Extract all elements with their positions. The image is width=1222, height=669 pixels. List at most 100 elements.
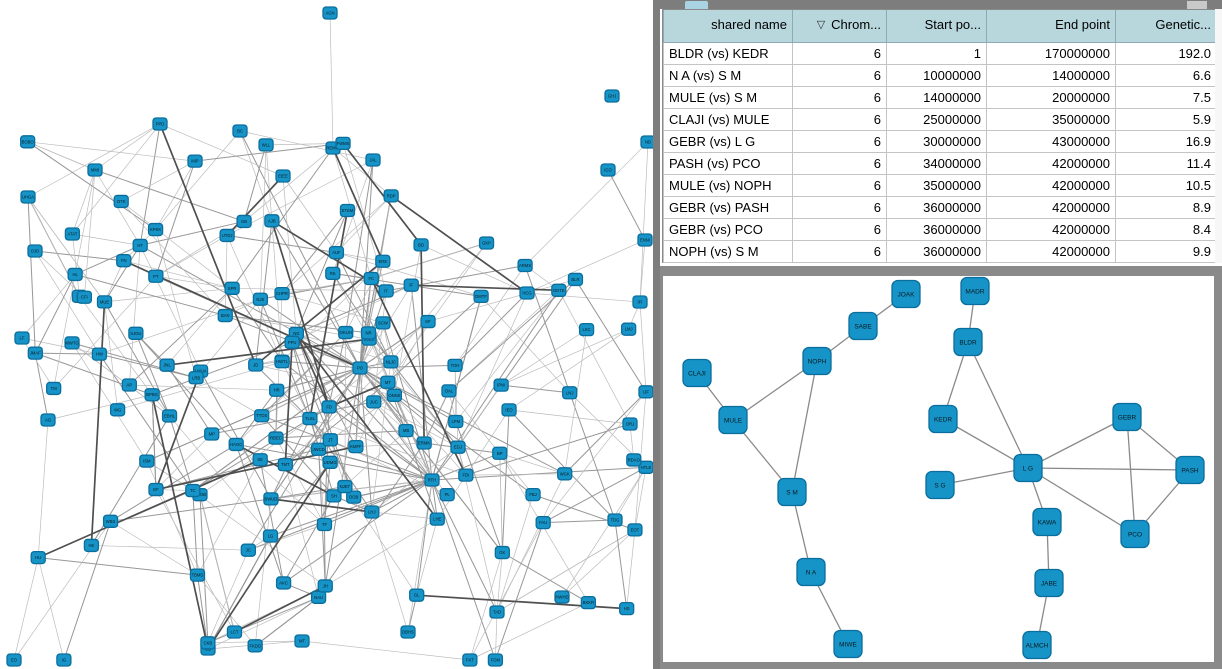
network-edge[interactable] — [501, 384, 570, 394]
network-node[interactable]: JOAK — [891, 279, 921, 309]
network-edge[interactable] — [967, 341, 1029, 469]
network-edge[interactable] — [84, 169, 96, 298]
edge-name-cell[interactable]: PASH (vs) PCO — [663, 151, 793, 175]
value-cell[interactable]: 11.4 — [1115, 151, 1217, 175]
network-edge[interactable] — [502, 552, 589, 604]
network-edge[interactable] — [359, 278, 372, 369]
table-row[interactable]: CLAJI (vs) MULE 6 25000000 35000000 5.9 — [663, 107, 1217, 131]
network-edge[interactable] — [499, 453, 503, 553]
value-cell[interactable]: 36000000 — [886, 195, 987, 219]
network-node[interactable]: LMJ — [621, 322, 637, 336]
network-node[interactable]: LHJ — [364, 505, 380, 519]
network-node[interactable]: MT — [380, 375, 396, 389]
network-node[interactable]: HS — [619, 602, 635, 616]
network-node[interactable]: FWMS — [335, 136, 351, 150]
network-edge[interactable] — [371, 242, 487, 279]
value-cell[interactable]: 8.9 — [1115, 195, 1217, 219]
value-cell[interactable]: 14000000 — [886, 85, 987, 109]
network-edge[interactable] — [151, 394, 209, 650]
network-node[interactable]: IJF — [638, 385, 653, 399]
network-node[interactable]: ERMK — [416, 436, 432, 450]
network-node[interactable]: FD — [321, 400, 337, 414]
network-edge[interactable] — [239, 130, 374, 161]
network-node[interactable]: HL — [67, 267, 83, 282]
network-edge[interactable] — [155, 229, 197, 378]
network-node[interactable]: EOT — [627, 523, 643, 537]
network-edge[interactable] — [53, 276, 157, 389]
network-node[interactable]: HK — [83, 538, 100, 553]
network-node[interactable]: PO — [352, 361, 368, 375]
edge-name-cell[interactable]: GEBR (vs) PCO — [663, 217, 793, 241]
network-edge[interactable] — [370, 278, 467, 476]
network-node[interactable]: EF — [148, 482, 164, 497]
network-node[interactable]: IFI — [632, 295, 648, 309]
network-edge[interactable] — [129, 384, 277, 391]
network-edge[interactable] — [91, 545, 249, 551]
network-node[interactable]: TF — [316, 517, 333, 532]
network-node[interactable]: ERE — [375, 254, 391, 268]
network-edge[interactable] — [448, 279, 576, 392]
network-node[interactable]: OKUH — [338, 325, 354, 340]
network-edge[interactable] — [248, 524, 325, 551]
network-node[interactable]: BOBO — [20, 135, 36, 149]
network-node[interactable]: MIP — [187, 154, 203, 168]
network-edge[interactable] — [526, 292, 641, 303]
network-node[interactable]: AKC — [275, 576, 292, 590]
network-edge[interactable] — [281, 361, 311, 419]
network-node[interactable]: TDG — [607, 513, 623, 527]
network-edge[interactable] — [455, 290, 560, 422]
network-edge[interactable] — [155, 489, 235, 633]
network-node[interactable]: KPKK — [147, 222, 164, 237]
network-edge[interactable] — [355, 442, 425, 447]
network-edge[interactable] — [282, 175, 297, 334]
network-edge[interactable] — [291, 342, 320, 450]
network-edge[interactable] — [336, 252, 383, 262]
network-node[interactable]: MMI — [87, 163, 103, 177]
network-edge[interactable] — [235, 444, 325, 525]
network-edge[interactable] — [791, 360, 818, 493]
value-cell[interactable]: 30000000 — [886, 129, 987, 153]
network-edge[interactable] — [104, 245, 141, 303]
network-edge[interactable] — [359, 364, 456, 369]
network-edge[interactable] — [155, 275, 233, 289]
network-node[interactable]: EO — [6, 653, 22, 667]
network-edge[interactable] — [169, 415, 194, 491]
network-edge[interactable] — [325, 518, 438, 587]
network-edge[interactable] — [469, 522, 544, 661]
network-edge[interactable] — [255, 364, 331, 441]
network-node[interactable]: AJB — [264, 214, 280, 228]
network-node[interactable]: MUE — [96, 295, 113, 309]
value-cell[interactable]: 6 — [792, 217, 887, 241]
edge-name-cell[interactable]: GEBR (vs) L G — [663, 129, 793, 153]
network-edge[interactable] — [607, 169, 646, 241]
network-edge[interactable] — [330, 395, 395, 441]
network-edge[interactable] — [323, 524, 326, 586]
network-edge[interactable] — [38, 557, 198, 576]
network-edge[interactable] — [34, 250, 85, 298]
column-header-genetic[interactable]: Genetic... — [1115, 10, 1217, 43]
value-cell[interactable]: 6 — [792, 107, 887, 131]
network-node[interactable]: S M — [777, 477, 807, 507]
network-node[interactable]: JH — [317, 579, 333, 593]
network-edge[interactable] — [192, 490, 199, 576]
network-edge[interactable] — [254, 596, 319, 647]
overview-network-canvas[interactable]: PO RTH AGN REMW PPD MMI UHGA OJO BC EIEE JAL GHJ ND I… — [0, 0, 653, 669]
table-row[interactable]: NOPH (vs) S M 6 36000000 42000000 9.9 — [663, 239, 1217, 263]
network-edge[interactable] — [104, 260, 125, 303]
network-edge[interactable] — [27, 196, 105, 303]
overview-network-panel[interactable]: PO RTH AGN REMW PPD MMI UHGA OJO BC EIEE JAL GHJ ND I… — [0, 0, 653, 669]
network-node[interactable]: TBMD — [189, 568, 206, 582]
network-edge[interactable] — [480, 296, 570, 394]
network-edge[interactable] — [526, 239, 646, 294]
network-edge[interactable] — [207, 461, 331, 650]
network-edge[interactable] — [248, 479, 433, 551]
network-node[interactable]: FBJ — [525, 487, 541, 502]
network-edge[interactable] — [234, 585, 326, 633]
network-node[interactable]: TLSL — [302, 411, 318, 426]
network-edge[interactable] — [431, 479, 496, 661]
network-edge[interactable] — [639, 239, 646, 303]
value-cell[interactable]: 42000000 — [986, 195, 1116, 219]
value-cell[interactable]: 170000000 — [986, 41, 1116, 65]
network-edge[interactable] — [284, 342, 293, 465]
network-edge[interactable] — [27, 196, 36, 354]
